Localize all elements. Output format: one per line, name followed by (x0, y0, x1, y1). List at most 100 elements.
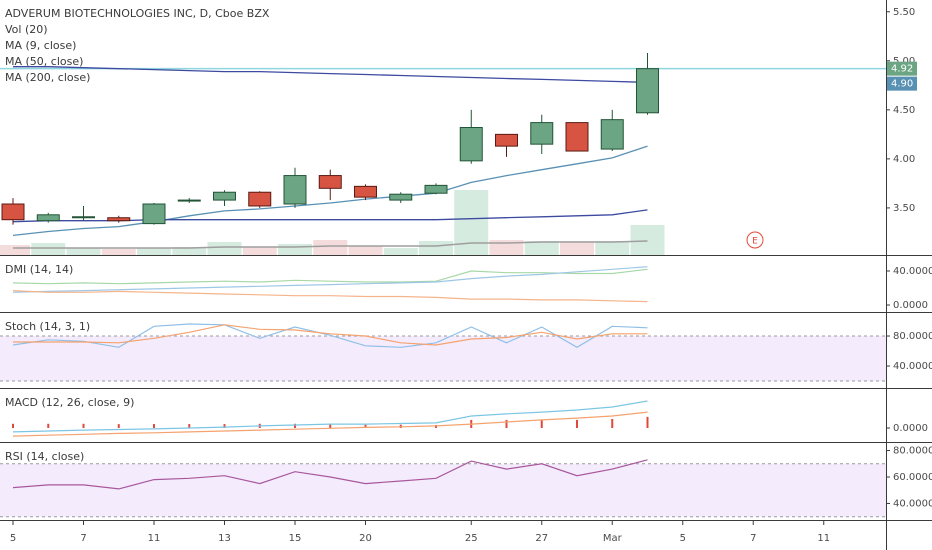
histogram-bar (576, 419, 578, 428)
band (0, 463, 886, 517)
candle-body (530, 122, 554, 145)
histogram-bar (117, 424, 120, 428)
histogram-bar (540, 420, 543, 428)
candle-body (389, 193, 413, 201)
y-tick-label: 40.0000 (893, 266, 932, 277)
candle-body (107, 217, 131, 222)
x-tick-label: 27 (535, 533, 548, 544)
pane-title: RSI (14, close) (5, 450, 84, 463)
y-tick-label: 4.50 (893, 105, 915, 116)
candle-body (459, 127, 483, 162)
volume-bar (313, 240, 348, 255)
candle-body (636, 68, 659, 114)
histogram-bar (153, 424, 155, 428)
x-tick-label: 7 (80, 533, 86, 544)
volume-bar (560, 241, 594, 255)
volume-bar (348, 246, 383, 255)
candle-body (213, 191, 236, 201)
price-label-box (887, 61, 917, 76)
ma-line (13, 66, 648, 84)
y-tick-label: 5.00 (893, 56, 915, 67)
band (0, 336, 886, 382)
legend-entry: MA (9, close) (5, 39, 76, 52)
y-tick-label: 4.00 (893, 154, 915, 165)
x-tick-label: Mar (603, 533, 623, 544)
histogram-bar (364, 424, 367, 428)
price-label-box (887, 76, 917, 91)
chart-title: ADVERUM BIOTECHNOLOGIES INC, D, Cboe BZX (5, 7, 270, 20)
y-tick-label: 0.0000 (893, 300, 928, 311)
indicator-line (12, 411, 648, 437)
x-tick-label: 11 (817, 533, 830, 544)
volume-bar (278, 244, 312, 255)
candle-body (600, 119, 624, 150)
indicator-line (12, 266, 648, 293)
volume-bar (595, 241, 630, 255)
indicator-line (13, 324, 648, 346)
histogram-bar (12, 423, 14, 428)
x-tick-label: 5 (680, 533, 686, 544)
pane-title: MACD (12, 26, close, 9) (5, 396, 134, 409)
histogram-bar (188, 424, 191, 428)
volume-bar (524, 241, 559, 255)
price-label: 4.90 (891, 79, 913, 90)
pane-title: DMI (14, 14) (5, 263, 73, 276)
candle-body (248, 191, 272, 207)
indicator-line (12, 323, 648, 348)
candle-body (495, 133, 518, 147)
x-tick-label: 13 (218, 533, 231, 544)
histogram-bar (47, 423, 50, 428)
volume-bar (137, 248, 171, 255)
candle-body (177, 199, 201, 202)
y-tick-label: 60.0000 (893, 472, 932, 483)
histogram-bar (611, 418, 614, 428)
candle-body (283, 175, 307, 205)
volume-bar (242, 247, 277, 255)
indicator-line (12, 268, 648, 285)
volume-bar (630, 225, 665, 255)
histogram-bar (646, 416, 649, 428)
candle-body (565, 122, 589, 152)
x-tick-label: 7 (750, 533, 756, 544)
y-tick-label: 40.0000 (893, 498, 932, 509)
indicator-line (12, 290, 648, 303)
histogram-bar (329, 423, 332, 428)
y-tick-label: 80.0000 (893, 446, 932, 457)
indicator-line (12, 459, 648, 490)
histogram-bar (223, 424, 226, 428)
x-tick-label: 25 (465, 533, 478, 544)
candle-body (36, 214, 60, 222)
y-tick-label: 5.50 (893, 7, 915, 18)
candle-body (354, 185, 377, 198)
candle-body (142, 203, 166, 225)
candle-body (318, 175, 342, 189)
x-tick-label: 11 (148, 533, 161, 544)
legend-entry: Vol (20) (5, 23, 48, 36)
volume-bar (419, 241, 453, 255)
y-tick-label: 0.0000 (893, 423, 928, 434)
volume-bar (383, 248, 418, 255)
histogram-bar (505, 419, 508, 428)
volume-bar (454, 190, 489, 255)
x-tick-label: 15 (289, 533, 302, 544)
candle-body (72, 216, 95, 219)
earnings-marker[interactable]: E (752, 237, 758, 247)
pane-title: Stoch (14, 3, 1) (5, 320, 90, 333)
legend-entry: MA (200, close) (5, 71, 90, 84)
volume-bar (172, 247, 207, 255)
candle-body (424, 184, 448, 194)
y-tick-label: 40.0000 (893, 361, 932, 372)
volume-bar (66, 248, 101, 255)
candle-body (1, 203, 25, 221)
x-tick-label: 5 (10, 533, 16, 544)
y-tick-label: 3.50 (893, 203, 915, 214)
earnings-circle[interactable] (746, 231, 764, 249)
x-tick-label: 20 (359, 533, 372, 544)
price-label: 4.92 (891, 64, 913, 75)
y-tick-label: 80.0000 (893, 331, 932, 342)
indicator-line (12, 400, 648, 433)
volume-bar (0, 245, 30, 255)
